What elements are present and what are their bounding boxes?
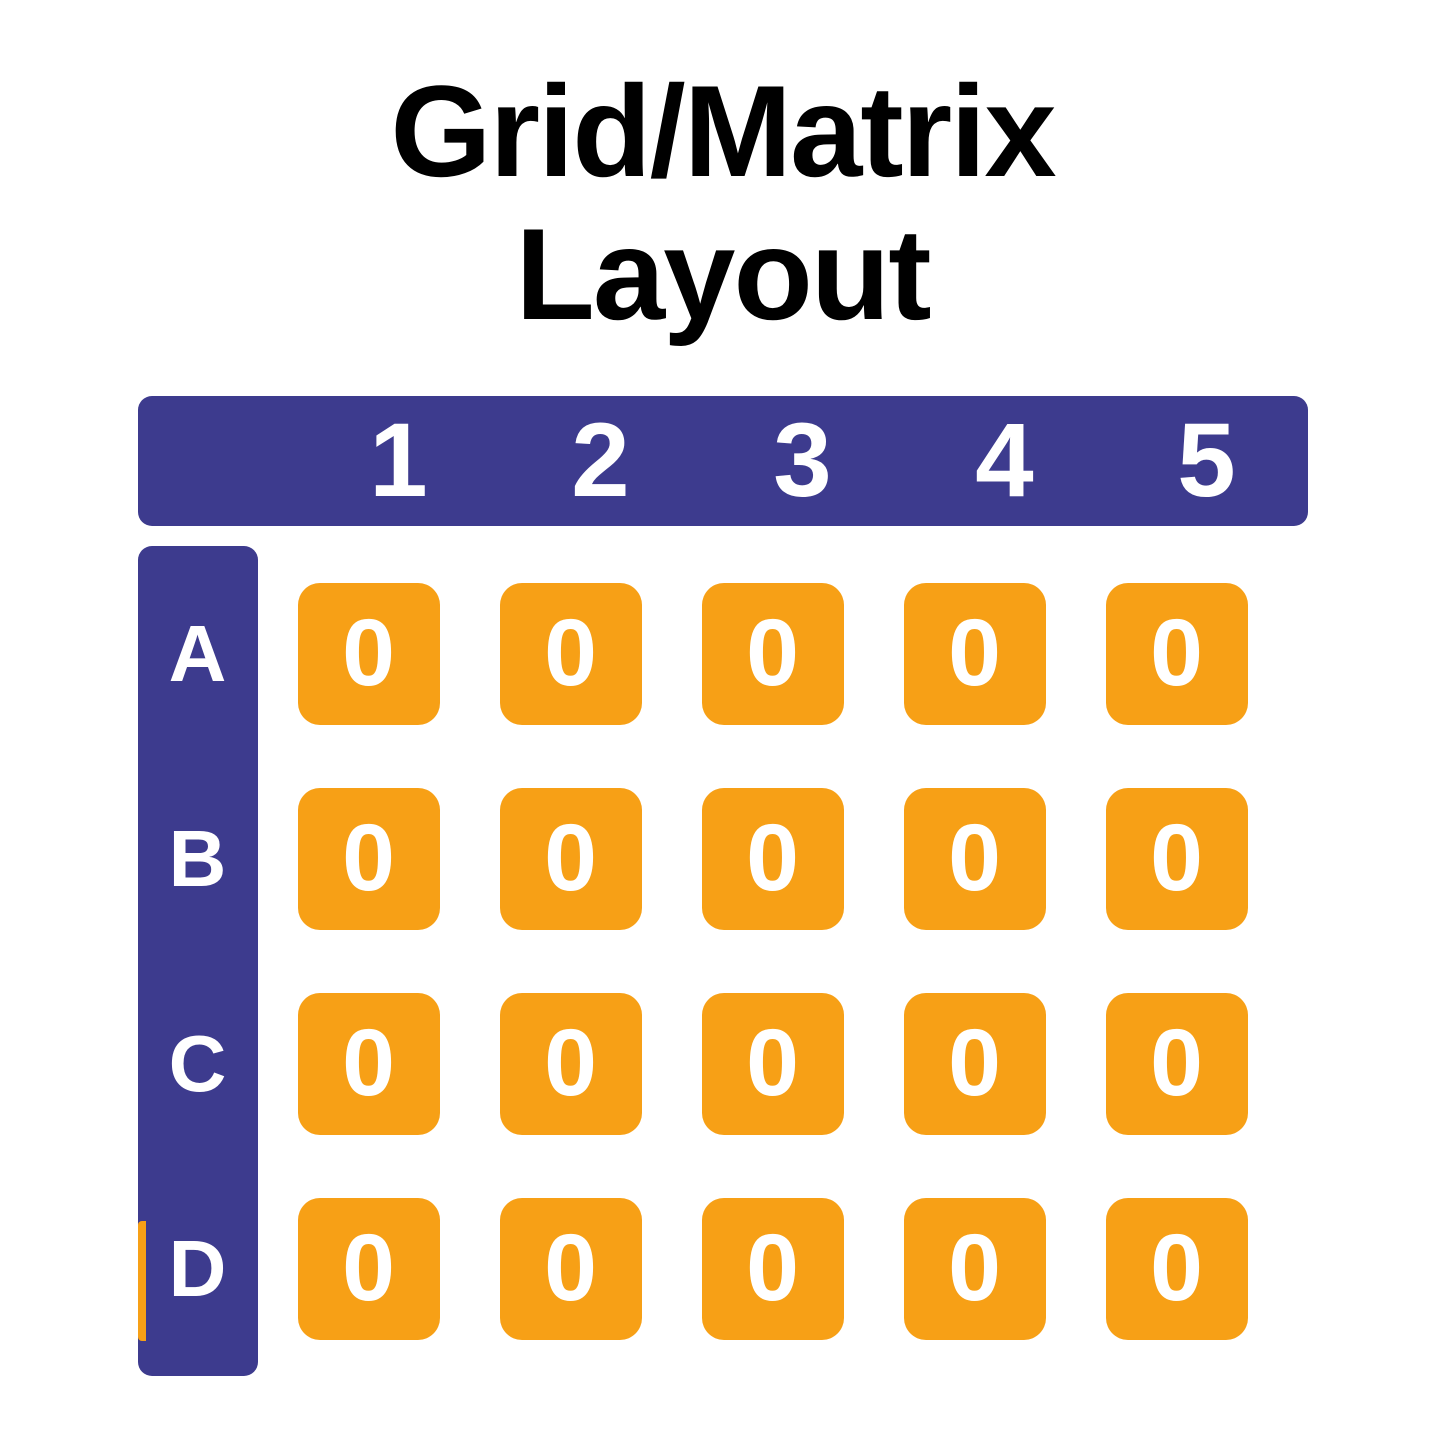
col-header-4: 4 — [904, 401, 1106, 521]
row-header-b: B — [169, 771, 227, 946]
cell-a4: 0 — [904, 583, 1046, 725]
cell-d1: 0 — [298, 1198, 440, 1340]
row-header-c: C — [169, 976, 227, 1151]
col-header-5: 5 — [1106, 401, 1308, 521]
cell-a2: 0 — [500, 583, 642, 725]
cell-b2: 0 — [500, 788, 642, 930]
title-line-2: Layout — [515, 201, 929, 347]
cell-d4: 0 — [904, 1198, 1046, 1340]
cell-d5: 0 — [1106, 1198, 1248, 1340]
table-row: 0 0 0 0 0 — [298, 976, 1248, 1151]
cell-c4: 0 — [904, 993, 1046, 1135]
matrix-body: A B C D 0 0 0 0 0 0 0 0 0 0 0 0 — [138, 546, 1308, 1376]
cell-d3: 0 — [702, 1198, 844, 1340]
table-row: 0 0 0 0 0 — [298, 771, 1248, 946]
matrix-container: 1 2 3 4 5 A B C D 0 0 0 0 0 0 0 0 0 — [138, 396, 1308, 1376]
cell-b4: 0 — [904, 788, 1046, 930]
column-header-row: 1 2 3 4 5 — [138, 396, 1308, 526]
cell-a3: 0 — [702, 583, 844, 725]
title-line-1: Grid/Matrix — [390, 58, 1054, 204]
table-row: 0 0 0 0 0 — [298, 566, 1248, 741]
col-header-3: 3 — [702, 401, 904, 521]
page-title: Grid/Matrix Layout — [390, 60, 1054, 346]
row-header-column: A B C D — [138, 546, 258, 1376]
cells-grid: 0 0 0 0 0 0 0 0 0 0 0 0 0 0 0 0 — [258, 546, 1248, 1376]
row-header-d: D — [169, 1181, 227, 1356]
cell-a5: 0 — [1106, 583, 1248, 725]
row-header-a: A — [169, 566, 227, 741]
col-header-2: 2 — [500, 401, 702, 521]
cell-c2: 0 — [500, 993, 642, 1135]
cell-a1: 0 — [298, 583, 440, 725]
cell-c5: 0 — [1106, 993, 1248, 1135]
table-row: 0 0 0 0 0 — [298, 1181, 1248, 1356]
cell-b3: 0 — [702, 788, 844, 930]
cell-c1: 0 — [298, 993, 440, 1135]
cell-c3: 0 — [702, 993, 844, 1135]
cell-d2: 0 — [500, 1198, 642, 1340]
cell-b1: 0 — [298, 788, 440, 930]
col-header-1: 1 — [298, 401, 500, 521]
cell-b5: 0 — [1106, 788, 1248, 930]
decorative-orange-sliver — [138, 1221, 146, 1341]
